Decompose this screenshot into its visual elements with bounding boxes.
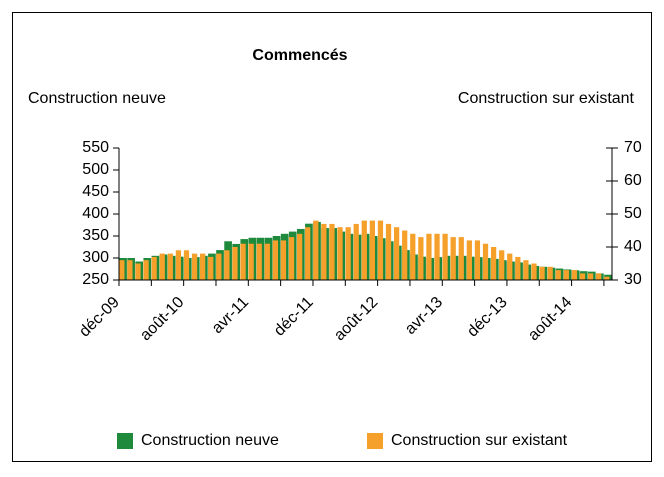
y-tick-label: 550 [82,139,109,156]
bar [240,243,246,280]
bar [159,253,165,280]
bar [442,233,448,280]
bar [507,253,513,280]
bar [426,233,432,280]
y-tick-label: 400 [82,205,109,222]
bar [216,253,222,280]
bar [183,250,190,280]
bar [523,260,529,280]
bar [353,223,359,280]
bar [531,263,537,280]
y-tick-label: 500 [82,161,109,178]
legend-label: Construction sur existant [391,432,568,449]
bar [337,227,343,280]
bar [563,270,569,280]
bar [297,233,303,280]
bar [191,253,198,280]
y2-tick-label: 70 [624,139,642,156]
y2-tick-label: 50 [624,205,642,222]
bar [280,240,287,280]
legend-swatch [117,433,133,449]
bar [288,237,295,280]
bar [256,243,262,280]
bar [313,220,319,280]
bar [418,237,424,280]
y-tick-label: 300 [82,249,109,266]
bar [305,227,311,280]
bar [208,256,214,280]
legend-label: Construction neuve [141,432,279,449]
bar [434,233,440,280]
bar [200,253,206,280]
y-tick-label: 350 [82,227,109,244]
bar [458,237,464,280]
bar [167,253,173,280]
bar [119,260,125,280]
bar [248,243,254,280]
bar [555,270,561,280]
bar [369,220,375,280]
bar [604,276,610,280]
bar [329,223,335,280]
bar [450,237,456,280]
bar [345,227,351,280]
bar [143,260,149,280]
bar [377,220,384,280]
y-axis-label: Construction neuve [28,90,166,107]
bar [466,240,472,280]
bar [321,223,327,280]
bar [151,256,157,280]
bar [571,270,578,280]
y2-tick-label: 30 [624,271,642,288]
bar [490,247,497,280]
bar [539,266,545,280]
bar [402,230,408,280]
y2-axis-label: Construction sur existant [458,90,635,107]
legend-swatch [367,433,383,449]
bar [410,233,416,280]
bar [135,263,141,280]
bar [474,240,481,280]
bar [232,247,238,280]
y-tick-label: 450 [82,183,109,200]
chart-title: Commencés [252,47,347,64]
bar [175,250,182,280]
bar [264,243,270,280]
bar [393,227,400,280]
bar [385,223,392,280]
bar [272,240,279,280]
bar [482,243,489,280]
bar [499,250,505,280]
y2-tick-label: 40 [624,238,642,255]
bar [361,220,367,280]
y-tick-label: 250 [82,271,109,288]
bar [596,273,602,280]
bar [547,266,553,280]
y2-tick-label: 60 [624,172,642,189]
bar [224,250,230,280]
bar [127,260,133,280]
bar [587,273,594,280]
bar [579,273,586,280]
bar [515,256,521,280]
